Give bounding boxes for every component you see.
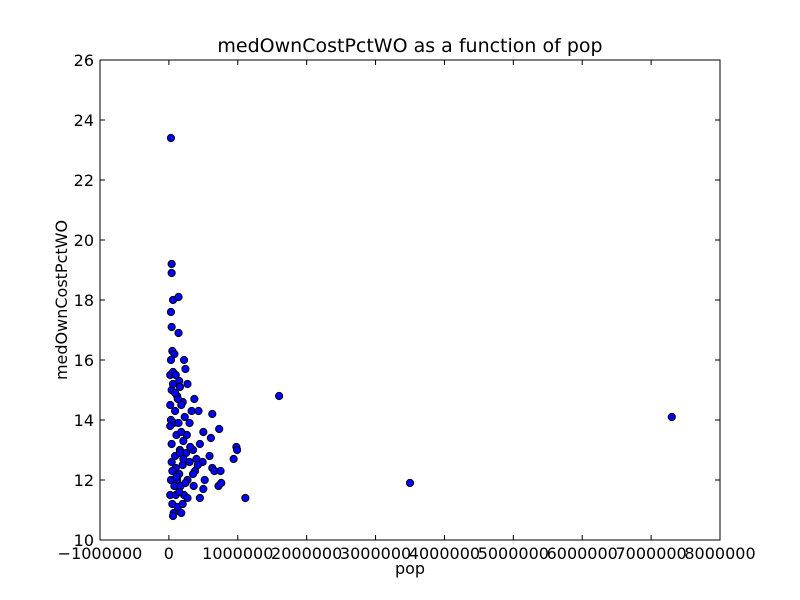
y-tick-label: 12: [74, 471, 94, 490]
y-tick-label: 16: [74, 351, 94, 370]
x-tick-label: 3000000: [340, 544, 411, 563]
data-point: [178, 499, 187, 509]
data-point: [205, 451, 214, 461]
data-point: [199, 427, 208, 437]
data-points: [166, 133, 676, 521]
data-point: [187, 406, 196, 416]
data-point: [183, 379, 192, 389]
data-point: [667, 412, 676, 422]
data-point: [166, 133, 176, 143]
data-point: [168, 466, 177, 476]
data-point: [193, 460, 202, 470]
data-point: [199, 484, 208, 494]
y-tick-label: 10: [74, 531, 94, 550]
x-tick-label: −1000000: [58, 544, 143, 563]
data-point: [179, 454, 188, 464]
data-point: [195, 439, 204, 449]
data-point: [189, 481, 198, 491]
data-point: [217, 478, 226, 488]
data-point: [174, 292, 183, 302]
data-point: [177, 508, 186, 518]
data-point: [232, 445, 242, 455]
data-point: [167, 439, 176, 449]
data-point: [215, 424, 224, 434]
data-point: [167, 259, 176, 269]
data-point: [172, 472, 181, 482]
data-point: [185, 418, 194, 428]
data-point: [170, 406, 180, 416]
data-point: [174, 418, 183, 428]
y-tick-label: 20: [74, 231, 94, 250]
data-point: [166, 400, 175, 410]
data-point: [241, 493, 250, 503]
x-tick-label: 5000000: [478, 544, 549, 563]
data-point: [168, 511, 178, 521]
data-point: [174, 328, 183, 338]
data-point: [206, 433, 216, 443]
x-axis: −1000000 0 1000000200000030000004000000500…: [58, 60, 756, 563]
x-axis-label: pop: [395, 559, 425, 578]
data-point: [181, 364, 190, 374]
x-tick-label: 8000000: [684, 544, 755, 563]
y-tick-label: 22: [74, 171, 94, 190]
data-point: [175, 487, 184, 497]
x-tick-label: 0: [164, 544, 174, 563]
data-point: [208, 409, 217, 419]
data-point: [177, 427, 186, 437]
x-tick-label: 4000000: [409, 544, 480, 563]
data-point: [229, 454, 238, 464]
data-point: [171, 370, 180, 380]
data-point: [179, 436, 188, 446]
data-point: [275, 391, 284, 401]
data-point: [166, 307, 176, 317]
data-point: [216, 466, 225, 476]
data-point: [177, 400, 186, 410]
data-point: [186, 442, 195, 452]
data-point: [405, 478, 415, 488]
data-point: [166, 355, 176, 365]
x-tick-label: 1000000: [202, 544, 273, 563]
y-tick-label: 24: [74, 111, 94, 130]
data-point: [179, 355, 189, 365]
data-point: [180, 412, 189, 422]
data-point: [166, 421, 175, 431]
data-point: [195, 493, 204, 503]
data-point: [190, 394, 199, 404]
data-point: [183, 493, 192, 503]
y-axis-label: medOwnCostPctWO: [52, 220, 71, 380]
y-tick-label: 18: [74, 291, 94, 310]
x-tick-label: 6000000: [547, 544, 618, 563]
data-point: [170, 349, 179, 359]
x-tick-label: 7000000: [615, 544, 686, 563]
y-tick-label: 14: [74, 411, 94, 430]
data-point: [168, 379, 178, 389]
y-tick-label: 26: [74, 51, 94, 70]
data-point: [188, 469, 198, 479]
data-point: [167, 322, 176, 332]
y-axis: 10 12 14 16 18 20 22 24 26: [74, 51, 720, 550]
data-point: [181, 478, 190, 488]
chart-title: medOwnCostPctWO as a function of pop: [217, 35, 602, 57]
data-point: [167, 457, 176, 467]
x-tick-label: 2000000: [271, 544, 342, 563]
data-point: [175, 448, 185, 458]
data-point: [194, 406, 203, 416]
data-point: [167, 268, 176, 278]
data-point: [170, 388, 180, 398]
data-point: [200, 475, 209, 485]
data-point: [175, 382, 185, 392]
